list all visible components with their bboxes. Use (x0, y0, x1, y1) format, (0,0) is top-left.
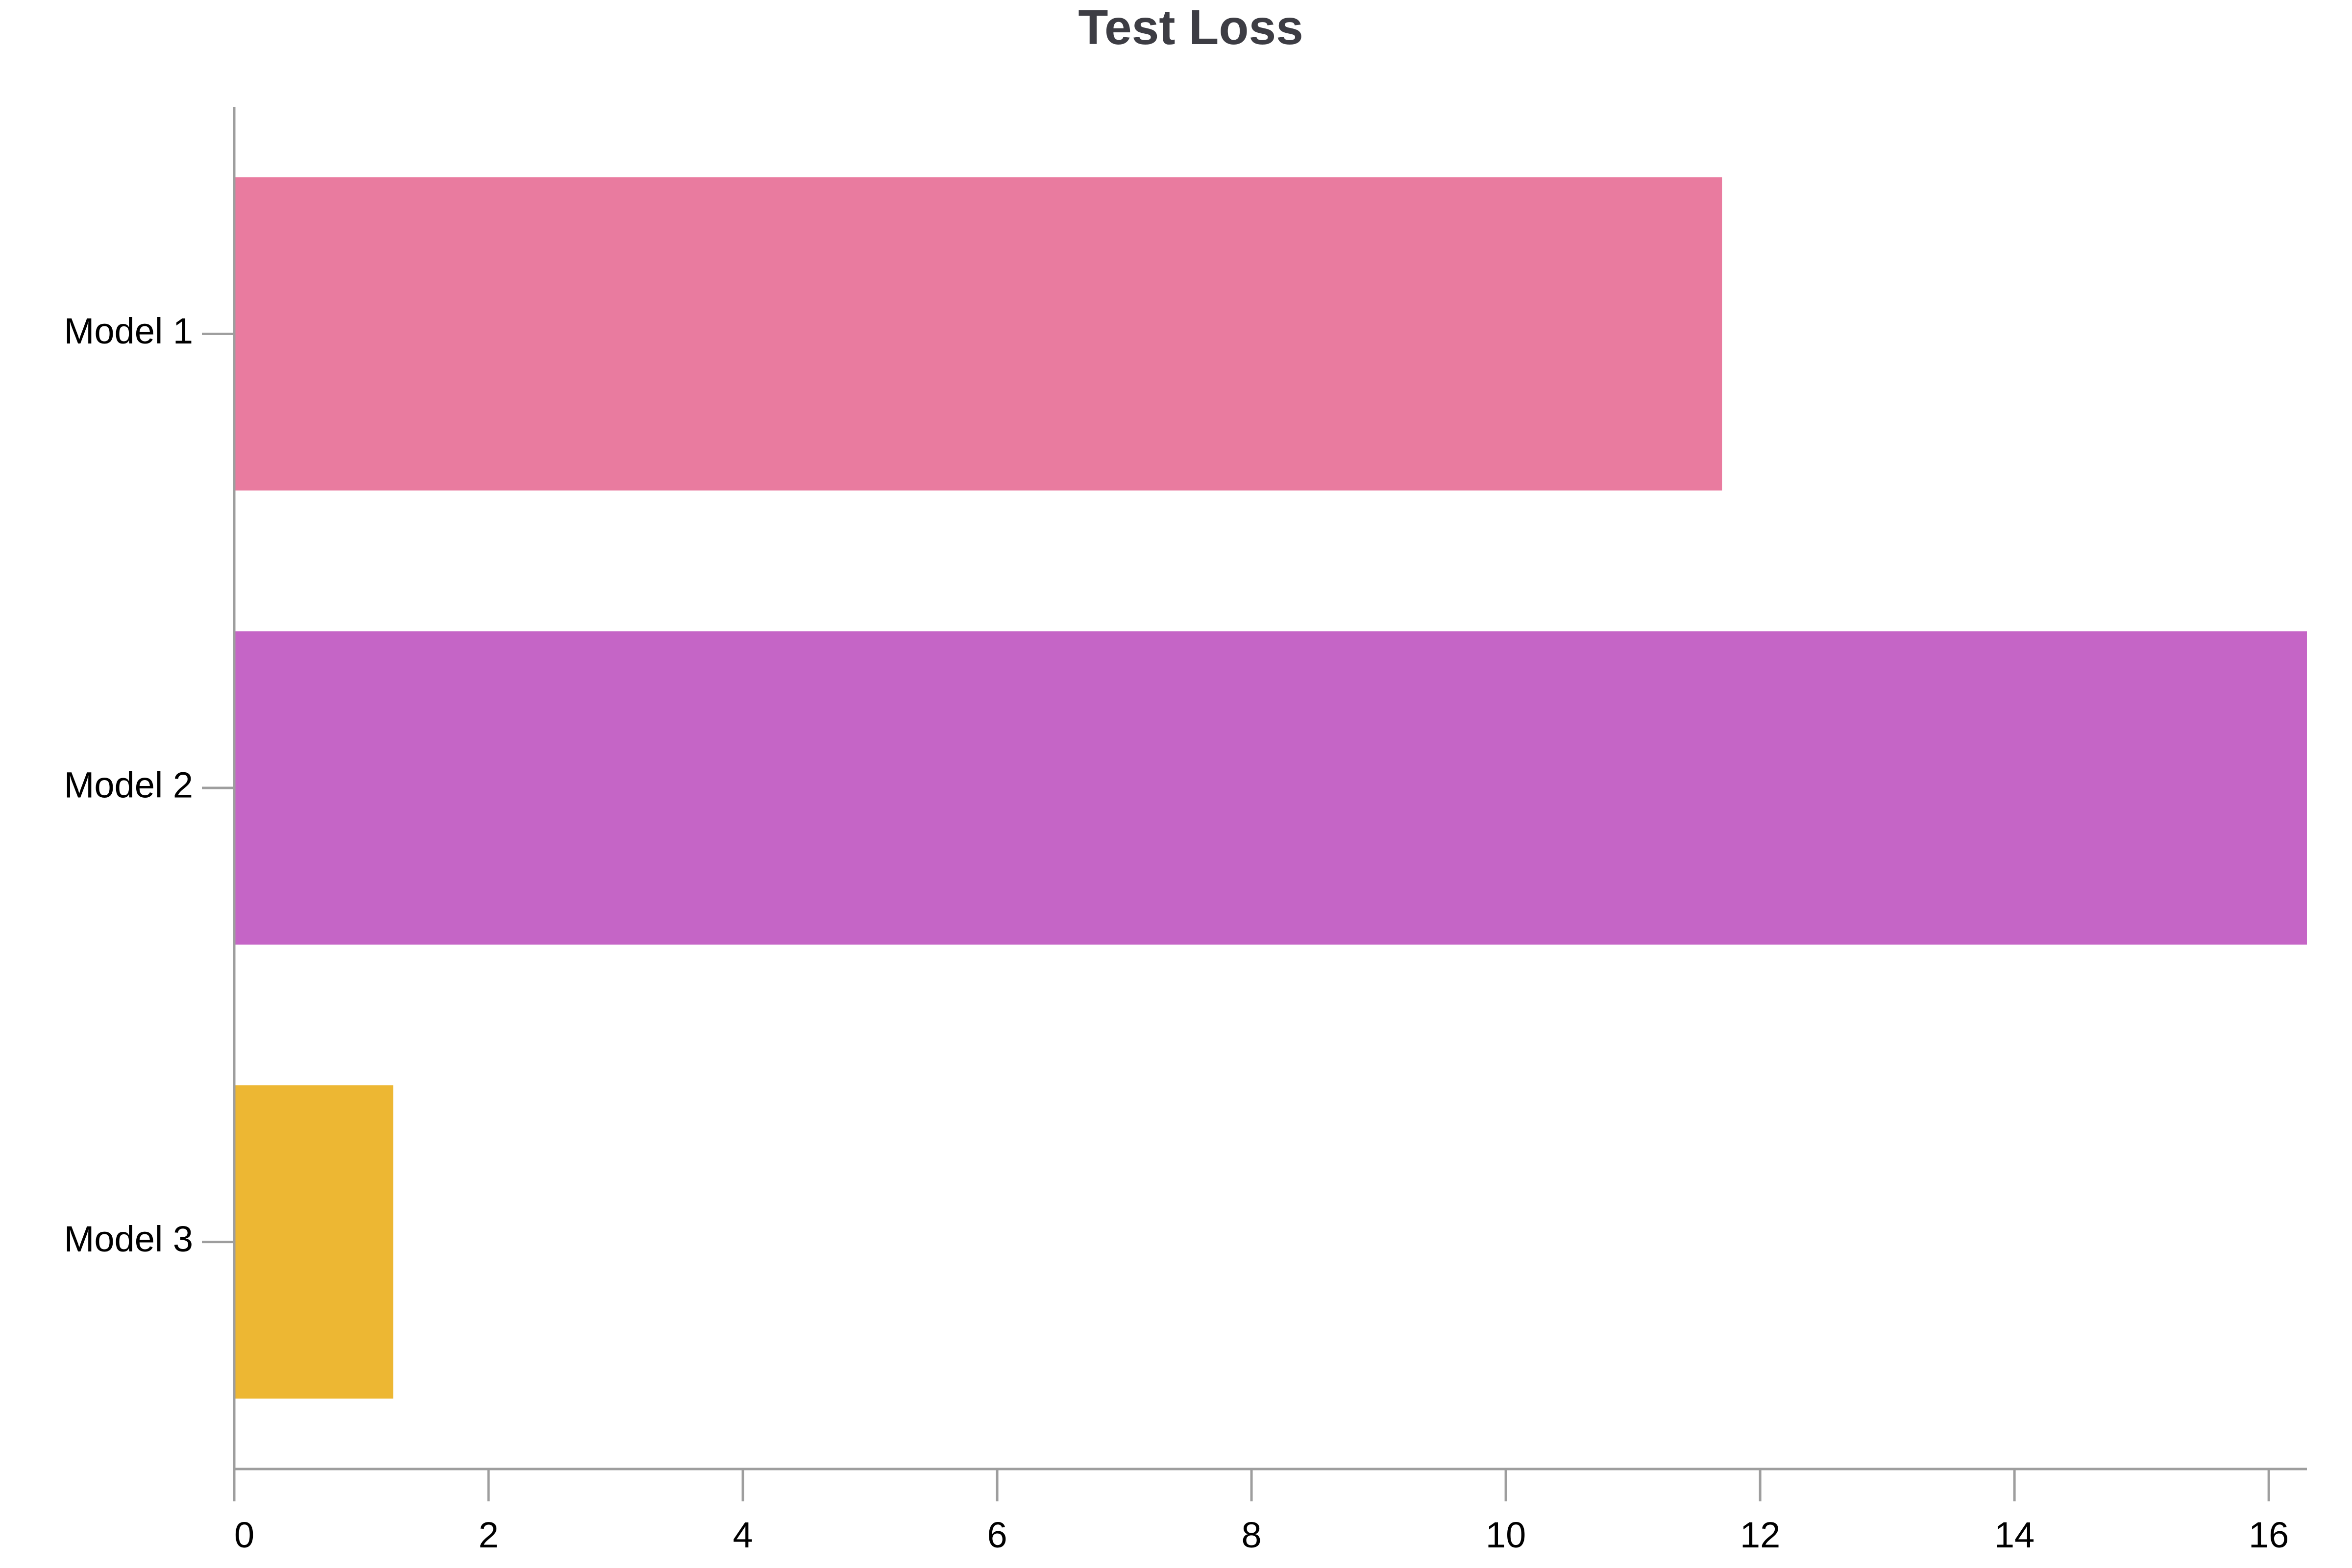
x-tick-label-10: 10 (1486, 1515, 1526, 1555)
x-tick-label-4: 4 (733, 1515, 753, 1555)
x-tick-label-16: 16 (2249, 1515, 2289, 1555)
x-tick-label-12: 12 (1740, 1515, 1780, 1555)
y-axis: Model 1 Model 2 Model 3 (64, 107, 236, 1469)
chart-title: Test Loss (1078, 0, 1303, 55)
bars-layer (234, 177, 2307, 1399)
x-tick-label-8: 8 (1241, 1515, 1261, 1555)
bar-model-2 (234, 631, 2307, 945)
bar-model-3 (234, 1085, 393, 1399)
y-tick-label-model-3: Model 3 (64, 1219, 193, 1259)
x-tick-label-14: 14 (1994, 1515, 2034, 1555)
x-tick-label-2: 2 (478, 1515, 498, 1555)
x-axis: 0 2 4 6 8 10 12 14 16 (233, 1468, 2307, 1555)
x-tick-label-6: 6 (987, 1515, 1007, 1555)
y-tick-label-model-1: Model 1 (64, 311, 193, 351)
x-tick-label-0: 0 (234, 1515, 254, 1555)
y-tick-label-model-2: Model 2 (64, 765, 193, 806)
bar-model-1 (234, 177, 1722, 491)
